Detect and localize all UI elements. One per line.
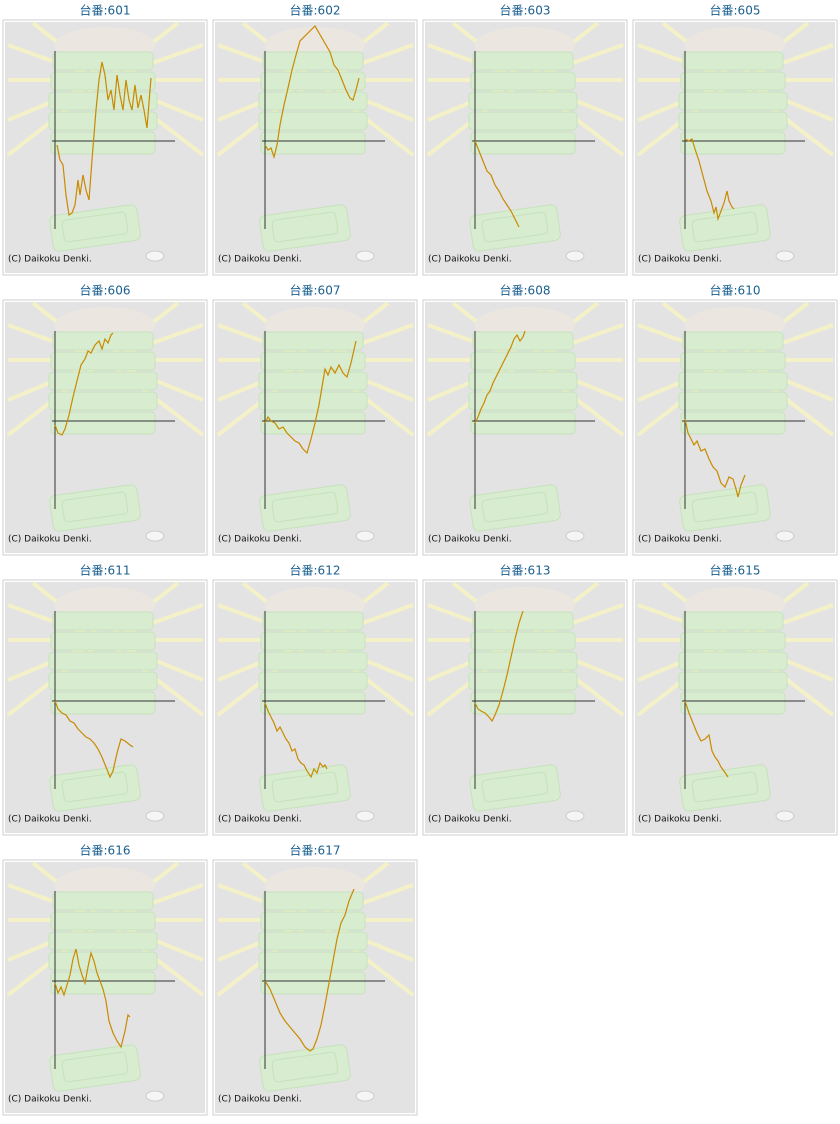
data-line <box>264 340 357 455</box>
graph-panel: (C) Daikoku Denki. <box>211 18 419 277</box>
graph-panel: (C) Daikoku Denki. <box>421 298 629 557</box>
panel-background <box>211 858 419 1117</box>
panel-background <box>211 578 419 837</box>
panel-title: 台番:616 <box>80 843 131 858</box>
data-line <box>264 25 360 160</box>
panel-title: 台番:607 <box>290 283 341 298</box>
panel-background <box>421 18 629 277</box>
data-line <box>264 888 355 1052</box>
copyright: (C) Daikoku Denki. <box>638 255 722 265</box>
data-line <box>474 140 520 228</box>
panel-title: 台番:606 <box>80 283 131 298</box>
data-line <box>474 330 526 424</box>
graph-panel: (C) Daikoku Denki. <box>421 578 629 837</box>
copyright: (C) Daikoku Denki. <box>8 815 92 825</box>
panel-title: 台番:615 <box>710 563 761 578</box>
graph-panel: (C) Daikoku Denki. <box>631 298 839 557</box>
panel-background <box>631 18 839 277</box>
copyright: (C) Daikoku Denki. <box>638 535 722 545</box>
panel-title: 台番:601 <box>80 3 131 18</box>
graph-panel: (C) Daikoku Denki. <box>631 578 839 837</box>
panel-title: 台番:603 <box>500 3 551 18</box>
panel-background <box>1 578 209 837</box>
copyright: (C) Daikoku Denki. <box>8 535 92 545</box>
data-line <box>684 418 746 498</box>
copyright: (C) Daikoku Denki. <box>218 255 302 265</box>
copyright: (C) Daikoku Denki. <box>218 1095 302 1105</box>
panel-title: 台番:605 <box>710 3 761 18</box>
copyright: (C) Daikoku Denki. <box>428 255 512 265</box>
data-line <box>56 61 152 217</box>
panel-background <box>421 298 629 557</box>
graph-panel: (C) Daikoku Denki. <box>631 18 839 277</box>
graph-panel: (C) Daikoku Denki. <box>421 18 629 277</box>
panel-title: 台番:610 <box>710 283 761 298</box>
panel-background <box>211 18 419 277</box>
graph-panel: (C) Daikoku Denki. <box>1 858 209 1117</box>
copyright: (C) Daikoku Denki. <box>8 1095 92 1105</box>
data-line <box>54 700 134 779</box>
data-line <box>54 332 114 436</box>
data-line <box>684 700 729 778</box>
data-line <box>684 138 735 222</box>
copyright: (C) Daikoku Denki. <box>218 815 302 825</box>
panel-background <box>1 18 209 277</box>
graph-panel: (C) Daikoku Denki. <box>1 578 209 837</box>
copyright: (C) Daikoku Denki. <box>8 255 92 265</box>
graph-panel: (C) Daikoku Denki. <box>1 18 209 277</box>
panel-title: 台番:617 <box>290 843 341 858</box>
graph-panel: (C) Daikoku Denki. <box>211 858 419 1117</box>
graph-panel: (C) Daikoku Denki. <box>211 578 419 837</box>
copyright: (C) Daikoku Denki. <box>638 815 722 825</box>
panel-title: 台番:611 <box>80 563 131 578</box>
panel-title: 台番:608 <box>500 283 551 298</box>
data-line <box>264 702 328 779</box>
panel-background <box>211 298 419 557</box>
copyright: (C) Daikoku Denki. <box>428 815 512 825</box>
panel-title: 台番:602 <box>290 3 341 18</box>
panel-title: 台番:613 <box>500 563 551 578</box>
data-line <box>54 948 131 1049</box>
panel-title: 台番:612 <box>290 563 341 578</box>
copyright: (C) Daikoku Denki. <box>428 535 512 545</box>
data-line <box>474 610 524 723</box>
panel-background <box>421 578 629 837</box>
graph-panel: (C) Daikoku Denki. <box>211 298 419 557</box>
panel-background <box>631 298 839 557</box>
panel-background <box>1 858 209 1117</box>
panel-background <box>631 578 839 837</box>
graph-panel: (C) Daikoku Denki. <box>1 298 209 557</box>
copyright: (C) Daikoku Denki. <box>218 535 302 545</box>
